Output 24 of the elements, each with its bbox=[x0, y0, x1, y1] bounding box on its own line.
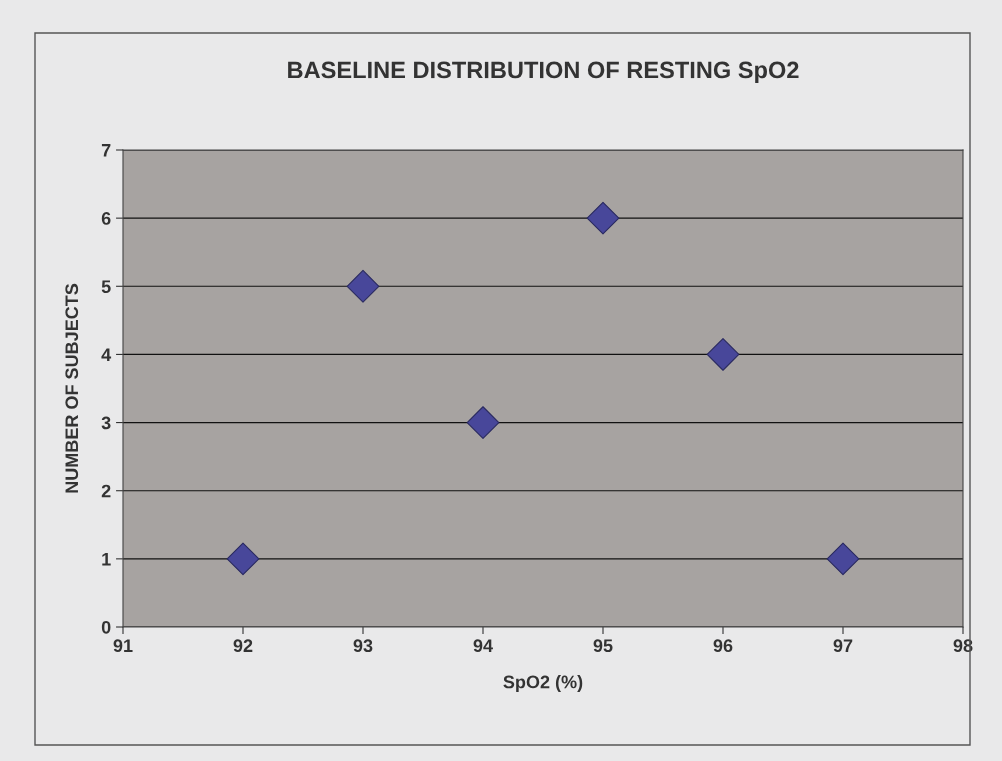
y-tick-label: 5 bbox=[101, 280, 111, 294]
x-tick-label: 94 bbox=[473, 639, 493, 653]
x-tick-label: 91 bbox=[113, 639, 133, 653]
point bbox=[226, 542, 260, 576]
y-tick-label: 1 bbox=[102, 552, 111, 566]
y-tick-label: 4 bbox=[101, 348, 112, 361]
x-tick-label: 92 bbox=[233, 639, 253, 653]
x-tick-label: 96 bbox=[713, 639, 733, 653]
point bbox=[826, 542, 860, 576]
point bbox=[346, 269, 380, 303]
y-tick-label: 6 bbox=[101, 212, 111, 225]
point bbox=[586, 201, 620, 235]
y-tick-label: 2 bbox=[101, 484, 111, 498]
y-tick-label: 0 bbox=[101, 620, 111, 634]
y-tick-label: 3 bbox=[101, 416, 111, 430]
x-axis-title: SpO2 (%) bbox=[503, 675, 583, 692]
point bbox=[466, 406, 500, 439]
point bbox=[706, 338, 740, 371]
x-tick-label: 93 bbox=[353, 639, 373, 653]
x-tick-label: 95 bbox=[593, 639, 613, 653]
y-tick-label: 7 bbox=[101, 144, 111, 157]
x-tick-label: 97 bbox=[833, 639, 853, 653]
chart-title: BASELINE DISTRIBUTION OF RESTING SpO2 bbox=[288, 61, 799, 84]
y-axis-title: NUMBER OF SUBJECTS bbox=[65, 283, 79, 493]
